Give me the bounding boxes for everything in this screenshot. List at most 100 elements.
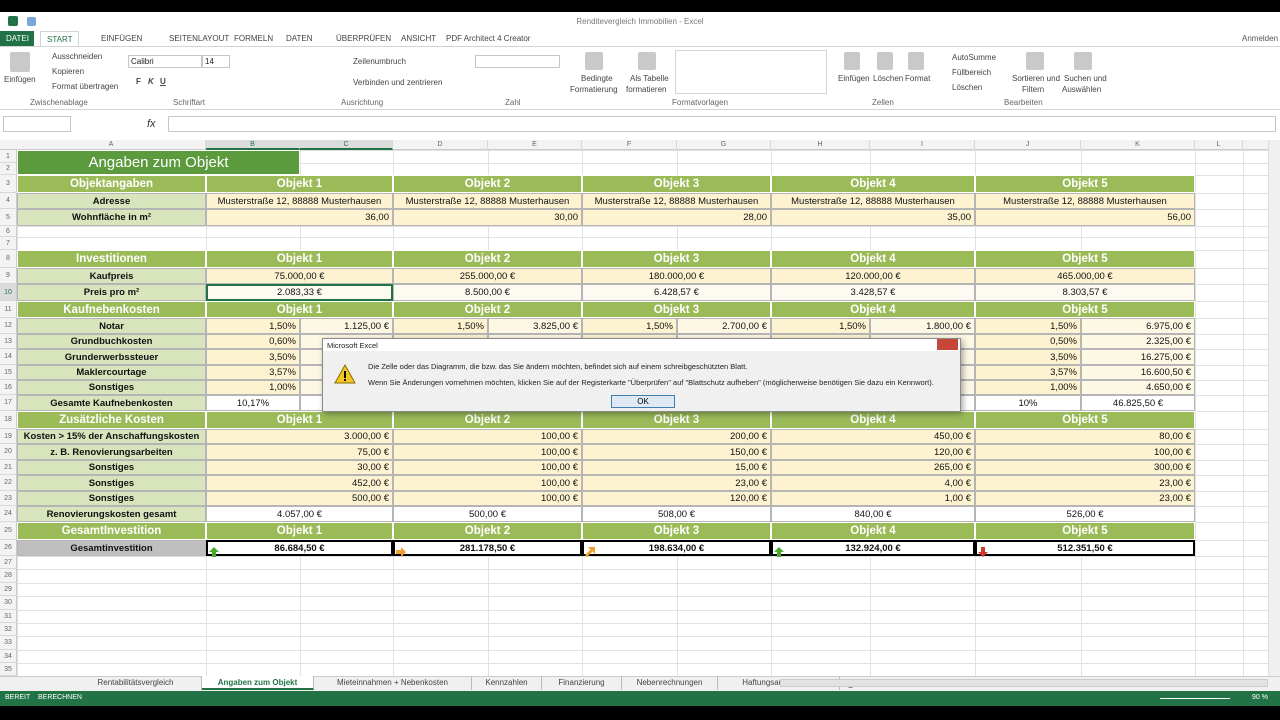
percent-cell[interactable]: 3,57% — [206, 365, 300, 380]
value-cell[interactable]: Musterstraße 12, 88888 Musterhausen — [582, 193, 771, 209]
column-header[interactable]: E — [488, 140, 582, 150]
value-cell[interactable]: 200,00 € — [582, 429, 771, 444]
ok-button[interactable]: OK — [611, 395, 675, 408]
section-header[interactable]: GesamtInvestition — [17, 522, 206, 540]
value-cell[interactable]: 6.428,57 € — [582, 284, 771, 301]
find-button[interactable]: Auswählen — [1062, 85, 1102, 94]
sheet-tab[interactable]: Finanzierung — [542, 676, 622, 690]
total-cell[interactable]: 508,00 € — [582, 506, 771, 522]
row-header[interactable]: 12 — [0, 318, 17, 334]
style-gallery[interactable] — [675, 50, 827, 94]
paste-icon[interactable] — [10, 52, 30, 72]
value-cell[interactable]: 8.500,00 € — [393, 284, 582, 301]
row-header[interactable]: 21 — [0, 460, 17, 475]
total-investment-cell[interactable]: 281.178,50 € — [393, 540, 582, 556]
total-cell[interactable]: 4.057,00 € — [206, 506, 393, 522]
value-cell[interactable]: 100,00 € — [393, 491, 582, 506]
row-label[interactable]: Gesamtinvestition — [17, 540, 206, 556]
row-label[interactable]: Sonstiges — [17, 475, 206, 491]
row-header[interactable]: 10 — [0, 284, 17, 301]
row-label[interactable]: Kosten > 15% der Anschaffungskosten — [17, 429, 206, 444]
value-cell[interactable]: 36,00 — [206, 209, 393, 226]
amount-cell[interactable]: 2.325,00 € — [1081, 334, 1195, 349]
value-cell[interactable]: 500,00 € — [206, 491, 393, 506]
fill-button[interactable]: Füllbereich — [952, 68, 992, 77]
row-label[interactable]: Renovierungskosten gesamt — [17, 506, 206, 522]
column-header[interactable]: I — [870, 140, 975, 150]
amount-cell[interactable]: 46.825,50 € — [1081, 395, 1195, 411]
amount-cell[interactable]: 4.650,00 € — [1081, 380, 1195, 395]
object-header[interactable]: Objekt 2 — [393, 175, 582, 193]
row-label[interactable]: Sonstiges — [17, 491, 206, 506]
percent-cell[interactable]: 1,50% — [771, 318, 870, 334]
row-header[interactable]: 13 — [0, 334, 17, 349]
amount-cell[interactable]: 6.975,00 € — [1081, 318, 1195, 334]
value-cell[interactable]: 120,00 € — [582, 491, 771, 506]
row-header[interactable]: 6 — [0, 226, 17, 237]
name-box[interactable] — [3, 116, 71, 132]
row-header[interactable]: 15 — [0, 365, 17, 380]
sort-button[interactable]: Sortieren und — [1012, 74, 1061, 83]
insert-button[interactable]: Einfügen — [838, 74, 870, 83]
value-cell[interactable]: Musterstraße 12, 88888 Musterhausen — [393, 193, 582, 209]
column-header[interactable]: F — [582, 140, 677, 150]
bold-button[interactable]: F — [136, 77, 141, 86]
row-header[interactable]: 9 — [0, 268, 17, 284]
ribbon-tab[interactable]: DATEN — [286, 34, 313, 43]
amount-cell[interactable]: 1.125,00 € — [300, 318, 393, 334]
sheet-tab[interactable]: Kennzahlen — [472, 676, 542, 690]
ribbon-tab[interactable]: FORMELN — [234, 34, 274, 43]
object-header[interactable]: Objekt 3 — [582, 301, 771, 318]
object-header[interactable]: Objekt 4 — [771, 250, 975, 268]
row-label[interactable]: Notar — [17, 318, 206, 334]
object-header[interactable]: Objekt 5 — [975, 250, 1195, 268]
sheet-tab[interactable]: Rentabilitätsvergleich — [70, 676, 202, 690]
row-header[interactable]: 22 — [0, 475, 17, 491]
percent-cell[interactable]: 3,57% — [975, 365, 1081, 380]
ribbon-tab[interactable]: ANSICHT — [401, 34, 437, 43]
number-format-box[interactable] — [475, 55, 560, 68]
value-cell[interactable]: 35,00 — [771, 209, 975, 226]
row-header[interactable]: 28 — [0, 569, 17, 583]
total-cell[interactable]: 840,00 € — [771, 506, 975, 522]
object-header[interactable]: Objekt 1 — [206, 175, 393, 193]
row-label[interactable]: Preis pro m² — [17, 284, 206, 301]
underline-button[interactable]: U — [160, 77, 166, 86]
value-cell[interactable]: 75,00 € — [206, 444, 393, 460]
row-header[interactable]: 1 — [0, 150, 17, 163]
column-header[interactable]: B — [206, 140, 300, 150]
row-label[interactable]: Sonstiges — [17, 380, 206, 395]
object-header[interactable]: Objekt 4 — [771, 411, 975, 429]
amount-cell[interactable]: 2.700,00 € — [677, 318, 771, 334]
amount-cell[interactable]: 16.600,50 € — [1081, 365, 1195, 380]
value-cell[interactable]: 4,00 € — [771, 475, 975, 491]
object-header[interactable]: Objekt 5 — [975, 522, 1195, 540]
sheet-tab[interactable]: Nebenrechnungen — [622, 676, 718, 690]
value-cell[interactable]: 100,00 € — [393, 444, 582, 460]
column-header[interactable]: H — [771, 140, 870, 150]
percent-cell[interactable]: 3,50% — [975, 349, 1081, 365]
percent-cell[interactable]: 3,50% — [206, 349, 300, 365]
percent-cell[interactable]: 1,00% — [975, 380, 1081, 395]
amount-cell[interactable]: 16.275,00 € — [1081, 349, 1195, 365]
value-cell[interactable]: 465.000,00 € — [975, 268, 1195, 284]
value-cell[interactable]: 100,00 € — [393, 475, 582, 491]
dialog-close[interactable] — [937, 339, 958, 350]
value-cell[interactable]: 23,00 € — [975, 475, 1195, 491]
sort-icon[interactable] — [1026, 52, 1044, 70]
find-icon[interactable] — [1074, 52, 1092, 70]
ribbon-tab[interactable]: EINFÜGEN — [101, 34, 143, 43]
percent-cell[interactable]: 0,60% — [206, 334, 300, 349]
row-header[interactable]: 25 — [0, 522, 17, 540]
row-header[interactable]: 19 — [0, 429, 17, 444]
fx-button[interactable]: fx — [147, 118, 156, 130]
conditional-icon[interactable] — [585, 52, 603, 70]
save-icon[interactable] — [27, 17, 36, 26]
value-cell[interactable]: 75.000,00 € — [206, 268, 393, 284]
value-cell[interactable]: 23,00 € — [975, 491, 1195, 506]
value-cell[interactable]: 23,00 € — [582, 475, 771, 491]
amount-cell[interactable]: 1.800,00 € — [870, 318, 975, 334]
formula-input[interactable] — [168, 116, 1276, 132]
section-header[interactable]: Zusätzliche Kosten — [17, 411, 206, 429]
value-cell[interactable]: 28,00 — [582, 209, 771, 226]
